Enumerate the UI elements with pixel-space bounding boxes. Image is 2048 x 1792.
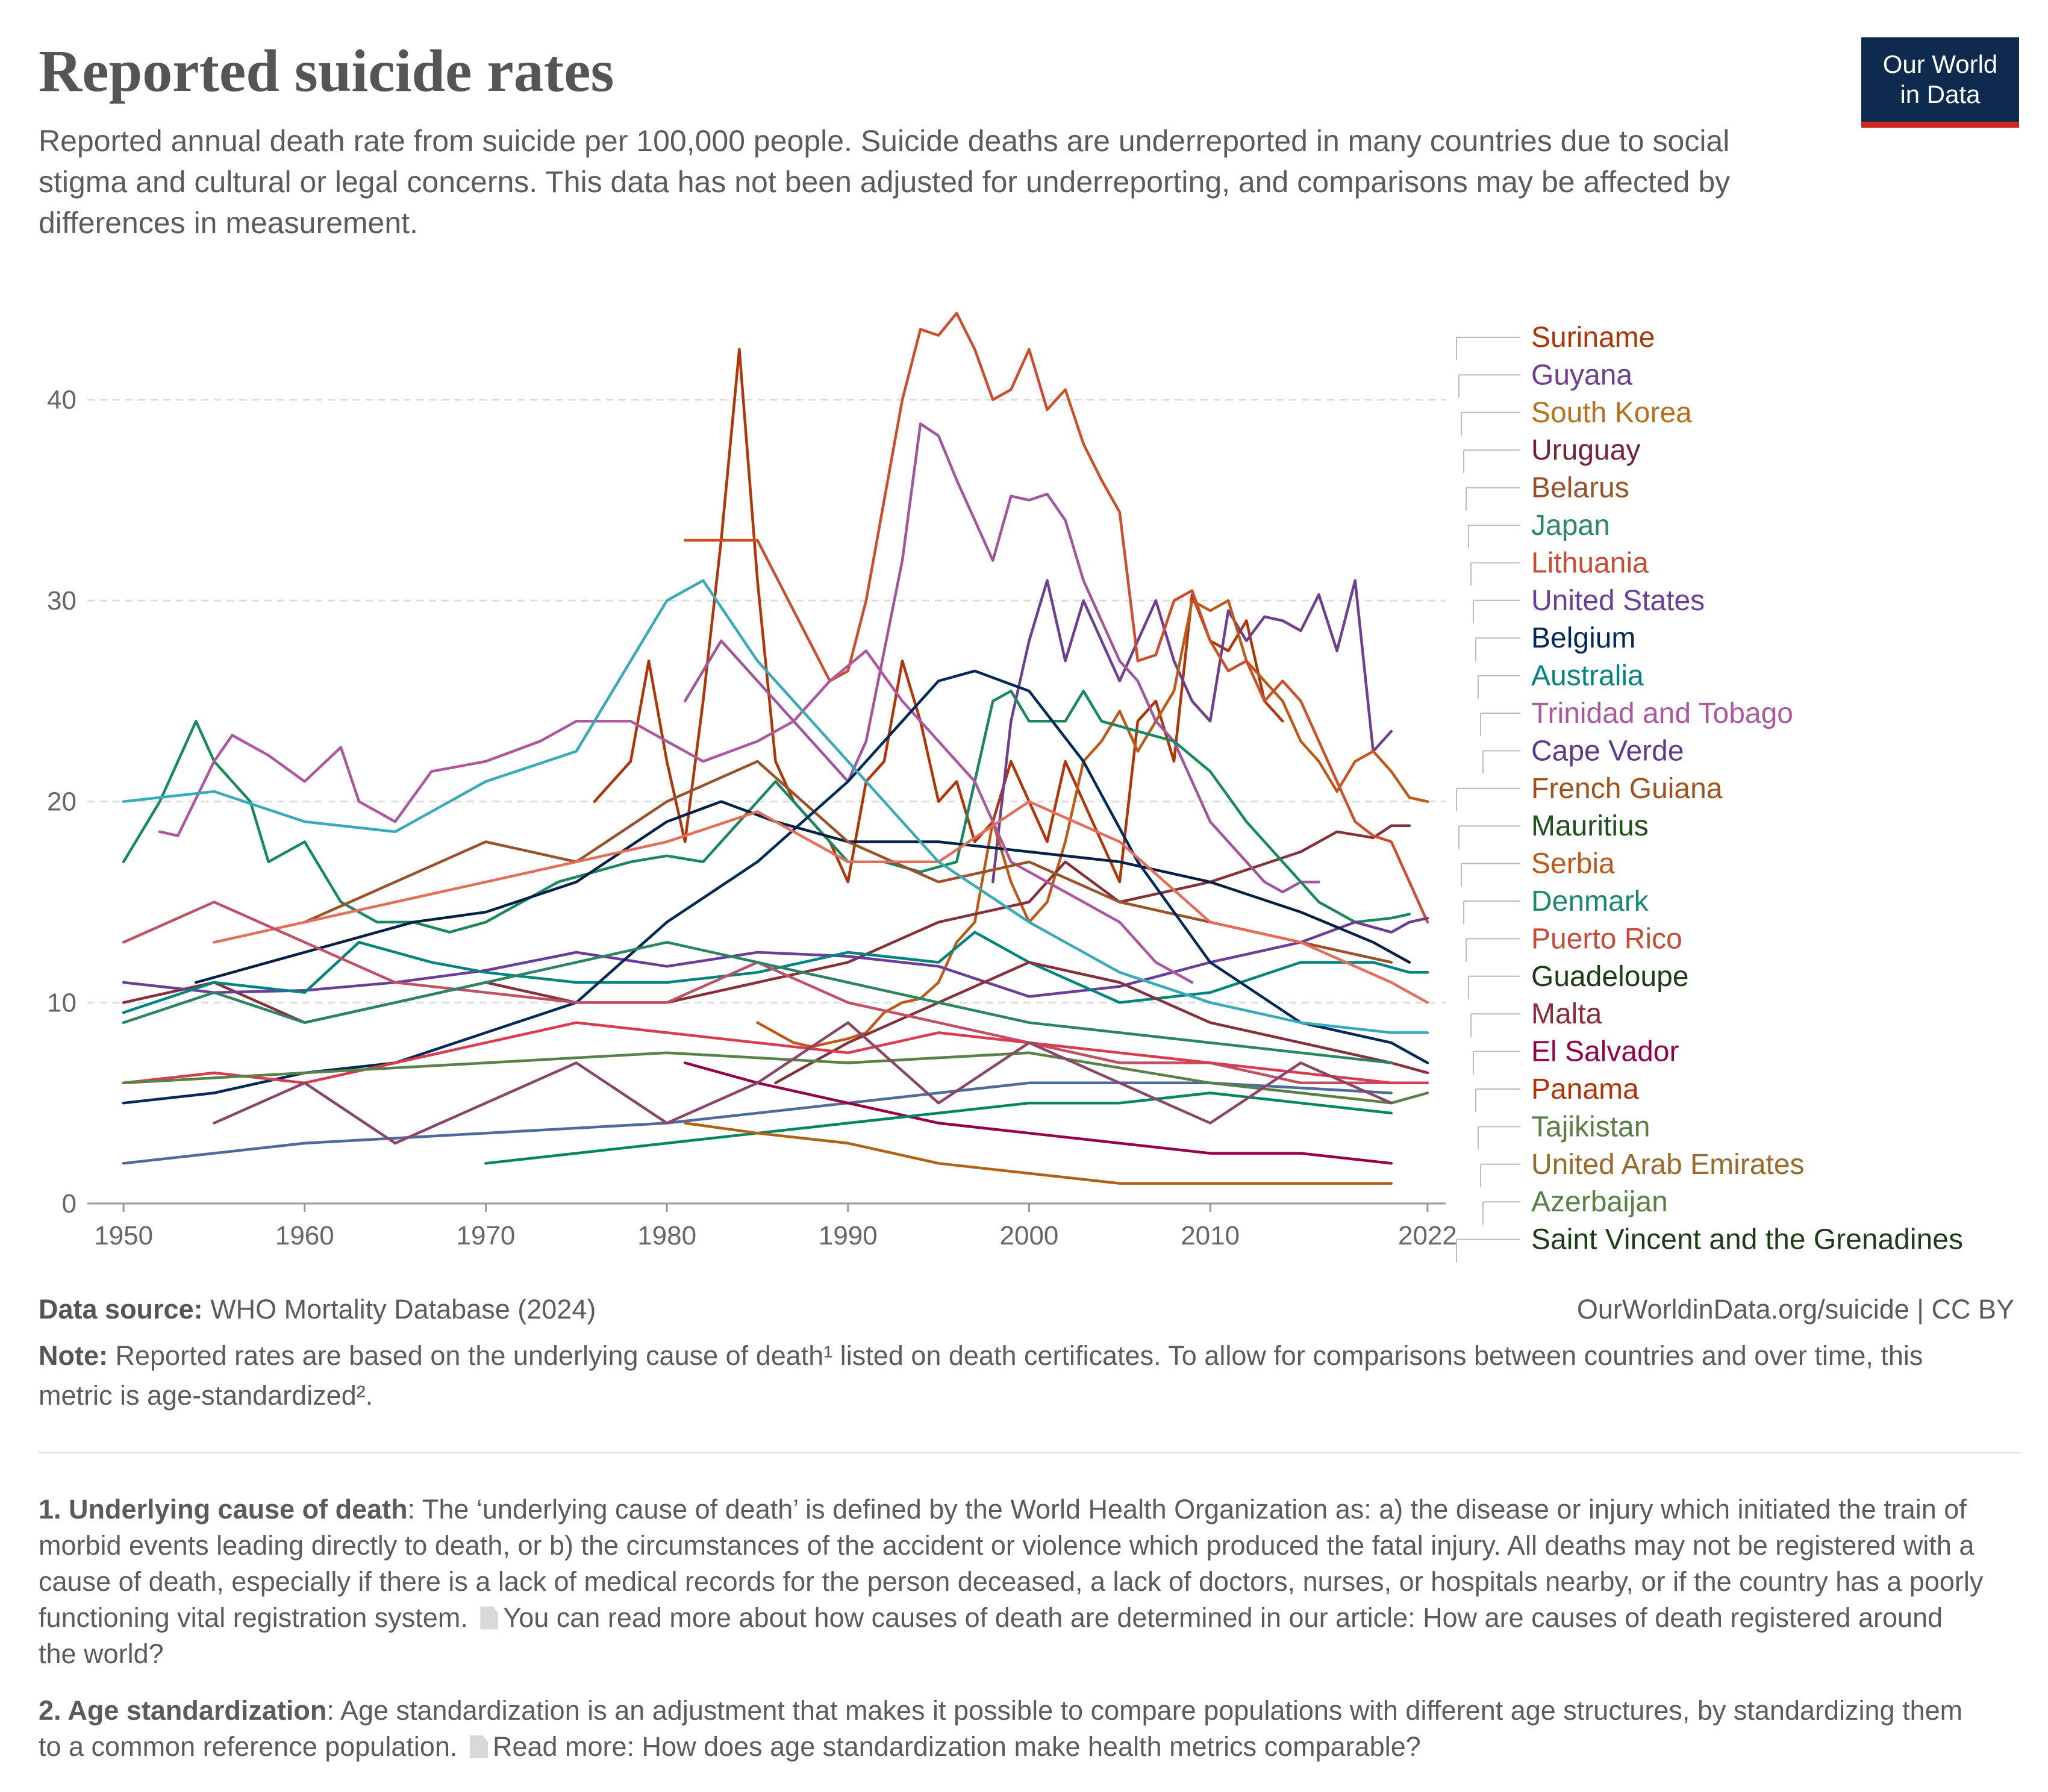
note: Note: Reported rates are based on the un… xyxy=(39,1336,1936,1416)
series-line[interactable] xyxy=(756,599,1429,1049)
series-line[interactable] xyxy=(122,1081,1393,1165)
series-line[interactable] xyxy=(122,1051,1429,1105)
footnote-1-link[interactable]: You can read more about how causes of de… xyxy=(39,1602,1943,1669)
x-tick-label: 2010 xyxy=(1181,1221,1240,1250)
x-tick-label: 1960 xyxy=(275,1221,334,1250)
series-line[interactable] xyxy=(213,800,1429,1004)
legend-label[interactable]: Denmark xyxy=(1531,885,1649,917)
legend-label[interactable]: Suriname xyxy=(1531,322,1655,354)
note-text: Reported rates are based on the underlyi… xyxy=(39,1340,1923,1411)
legend-label[interactable]: Belarus xyxy=(1531,472,1629,504)
series-line[interactable] xyxy=(122,1021,1429,1085)
legend-label[interactable]: Belgium xyxy=(1531,622,1635,654)
legend-label[interactable]: Tajikistan xyxy=(1531,1111,1650,1143)
legend-label[interactable]: Australia xyxy=(1531,660,1644,692)
legend-label[interactable]: Panama xyxy=(1531,1073,1639,1105)
legend-label[interactable]: Azerbaijan xyxy=(1531,1186,1668,1218)
footnote-2-text: : Age standardization is an adjustment t… xyxy=(39,1695,1963,1762)
series-line[interactable] xyxy=(122,931,1429,1014)
legend-label[interactable]: Saint Vincent and the Grenadines xyxy=(1531,1224,1963,1256)
series-line[interactable] xyxy=(122,941,1393,1064)
series-line[interactable] xyxy=(213,1021,1393,1145)
y-tick-label: 20 xyxy=(47,787,76,817)
footnote-2-label: 2. Age standardization xyxy=(39,1695,327,1726)
series-line[interactable] xyxy=(122,669,1429,1105)
footnote-2-link[interactable]: Read more: How does age standardization … xyxy=(492,1731,1421,1762)
line-chart: 0 10 20 30 40 1950 1960 1970 1980 1990 2000 2010 202… xyxy=(47,311,1963,1263)
legend-label[interactable]: French Guiana xyxy=(1531,773,1723,805)
footnote-1-text: : The ‘underlying cause of death’ is def… xyxy=(39,1494,1984,1633)
footnote-2: 2. Age standardization: Age standardizat… xyxy=(39,1693,1984,1765)
series-line[interactable] xyxy=(991,579,1393,884)
source-label: Data source: xyxy=(39,1294,203,1325)
legend-label[interactable]: Trinidad and Tobago xyxy=(1531,698,1793,729)
source-text[interactable]: WHO Mortality Database (2024) xyxy=(210,1294,596,1325)
legend-label[interactable]: Uruguay xyxy=(1531,434,1640,466)
document-icon xyxy=(480,1606,499,1629)
series-lines xyxy=(122,311,1429,1185)
logo-line-2: in Data xyxy=(1900,80,1981,108)
logo-line-1: Our World xyxy=(1882,50,1998,78)
data-source: Data source: WHO Mortality Database (202… xyxy=(39,1294,596,1325)
series-line[interactable] xyxy=(122,916,1429,998)
x-tick-label: 1980 xyxy=(637,1221,696,1250)
series-line[interactable] xyxy=(122,689,1411,934)
legend-label[interactable]: Japan xyxy=(1531,510,1610,542)
legend: Suriname Guyana South Korea Uruguay Belarus J… xyxy=(1456,322,1963,1263)
legend-label[interactable]: Serbia xyxy=(1531,848,1615,880)
source-url[interactable]: OurWorldinData.org/suicide | CC BY xyxy=(1576,1294,2014,1325)
legend-label[interactable]: United Arab Emirates xyxy=(1531,1149,1805,1181)
series-line[interactable] xyxy=(484,1091,1393,1165)
series-line[interactable] xyxy=(593,348,1284,884)
series-line[interactable] xyxy=(683,311,1429,924)
x-tick-label: 1970 xyxy=(457,1221,516,1250)
x-tick-label: 1950 xyxy=(94,1221,153,1250)
legend-label[interactable]: Mauritius xyxy=(1531,810,1649,842)
series-line[interactable] xyxy=(683,1061,1393,1165)
legend-label[interactable]: El Salvador xyxy=(1531,1036,1679,1068)
divider xyxy=(39,1452,2020,1453)
legend-label[interactable]: Cape Verde xyxy=(1531,735,1684,767)
y-tick-label: 10 xyxy=(47,988,76,1017)
chart-subtitle: Reported annual death rate from suicide … xyxy=(39,124,1731,240)
document-icon xyxy=(469,1735,488,1758)
legend-label[interactable]: Guadeloupe xyxy=(1531,961,1689,993)
legend-label[interactable]: Guyana xyxy=(1531,359,1632,391)
y-tick-label: 40 xyxy=(47,385,76,414)
y-tick-label: 0 xyxy=(62,1189,76,1219)
series-line[interactable] xyxy=(122,579,1429,1034)
x-tick-label: 1990 xyxy=(819,1221,878,1250)
series-line[interactable] xyxy=(774,961,1429,1085)
legend-label[interactable]: Lithuania xyxy=(1531,547,1649,579)
legend-label[interactable]: United States xyxy=(1531,585,1705,617)
legend-label[interactable]: Malta xyxy=(1531,998,1602,1030)
footnote-1: 1. Underlying cause of death: The ‘under… xyxy=(39,1491,1984,1672)
owid-logo[interactable]: Our World in Data xyxy=(1861,37,2019,128)
legend-label[interactable]: South Korea xyxy=(1531,397,1692,429)
footnote-1-label: 1. Underlying cause of death xyxy=(39,1494,408,1525)
gridlines xyxy=(87,398,1446,1004)
series-line[interactable] xyxy=(683,1122,1393,1185)
note-label: Note: xyxy=(39,1340,108,1371)
x-tick-label: 2022 xyxy=(1398,1221,1457,1250)
chart-title: Reported suicide rates xyxy=(39,37,614,104)
axes: 0 10 20 30 40 1950 1960 1970 1980 1990 2000 2010 202… xyxy=(47,385,1457,1250)
series-line[interactable] xyxy=(158,649,1194,984)
x-tick-label: 2000 xyxy=(1000,1221,1059,1250)
y-tick-label: 30 xyxy=(47,586,76,616)
legend-label[interactable]: Puerto Rico xyxy=(1531,923,1682,955)
